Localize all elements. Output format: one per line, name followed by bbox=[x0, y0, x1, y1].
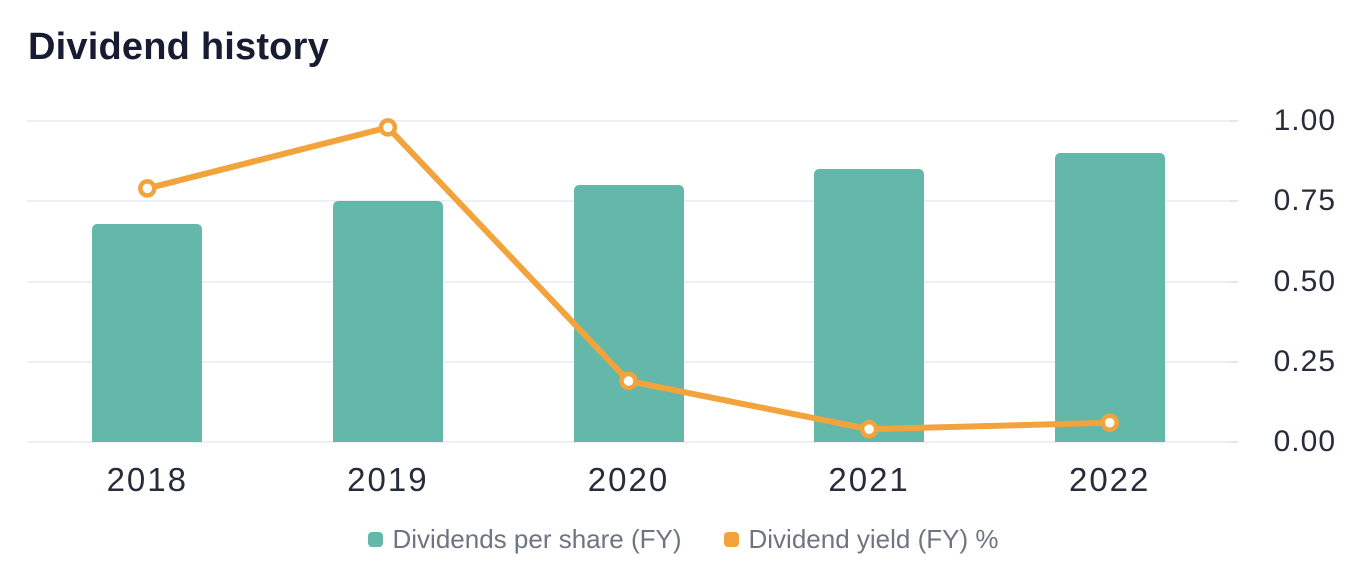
bar-2019[interactable] bbox=[332, 201, 443, 442]
line-point-2019[interactable] bbox=[378, 118, 398, 137]
y-axis-tick bbox=[1230, 200, 1238, 203]
legend-label: Dividend yield (FY) % bbox=[748, 524, 999, 554]
bar-2020[interactable] bbox=[573, 185, 684, 442]
bar-2021[interactable] bbox=[814, 169, 925, 442]
legend-swatch-line-icon bbox=[723, 532, 739, 547]
gridline bbox=[27, 441, 1230, 443]
y-axis-label: 0.75 bbox=[1273, 184, 1336, 218]
page-title: Dividend history bbox=[28, 26, 329, 68]
y-axis-label: 1.00 bbox=[1273, 104, 1336, 137]
y-axis-tick bbox=[1230, 360, 1238, 363]
bar-2022[interactable] bbox=[1054, 153, 1165, 442]
y-axis-tick bbox=[1230, 120, 1238, 122]
y-axis-label: 0.00 bbox=[1273, 425, 1336, 458]
x-axis-label-2022: 2022 bbox=[1068, 461, 1151, 498]
bar-2018[interactable] bbox=[92, 223, 203, 442]
x-axis-label-2020: 2020 bbox=[587, 461, 670, 498]
y-axis-tick bbox=[1230, 441, 1238, 443]
chart-legend: Dividends per share (FY) Dividend yield … bbox=[0, 524, 1366, 555]
legend-label: Dividends per share (FY) bbox=[392, 524, 682, 554]
y-axis-tick bbox=[1230, 280, 1238, 283]
x-axis-label-2019: 2019 bbox=[347, 461, 429, 498]
line-point-2018[interactable] bbox=[138, 179, 157, 198]
y-axis-label: 0.50 bbox=[1273, 264, 1336, 298]
gridline bbox=[27, 120, 1230, 122]
legend-item-dividends-per-share[interactable]: Dividends per share (FY) bbox=[367, 524, 682, 555]
legend-swatch-bar-icon bbox=[367, 532, 383, 547]
x-axis-label-2018: 2018 bbox=[106, 461, 188, 498]
y-axis-label: 0.25 bbox=[1273, 344, 1336, 378]
x-axis-label-2021: 2021 bbox=[828, 461, 910, 498]
legend-item-dividend-yield[interactable]: Dividend yield (FY) % bbox=[723, 524, 999, 555]
